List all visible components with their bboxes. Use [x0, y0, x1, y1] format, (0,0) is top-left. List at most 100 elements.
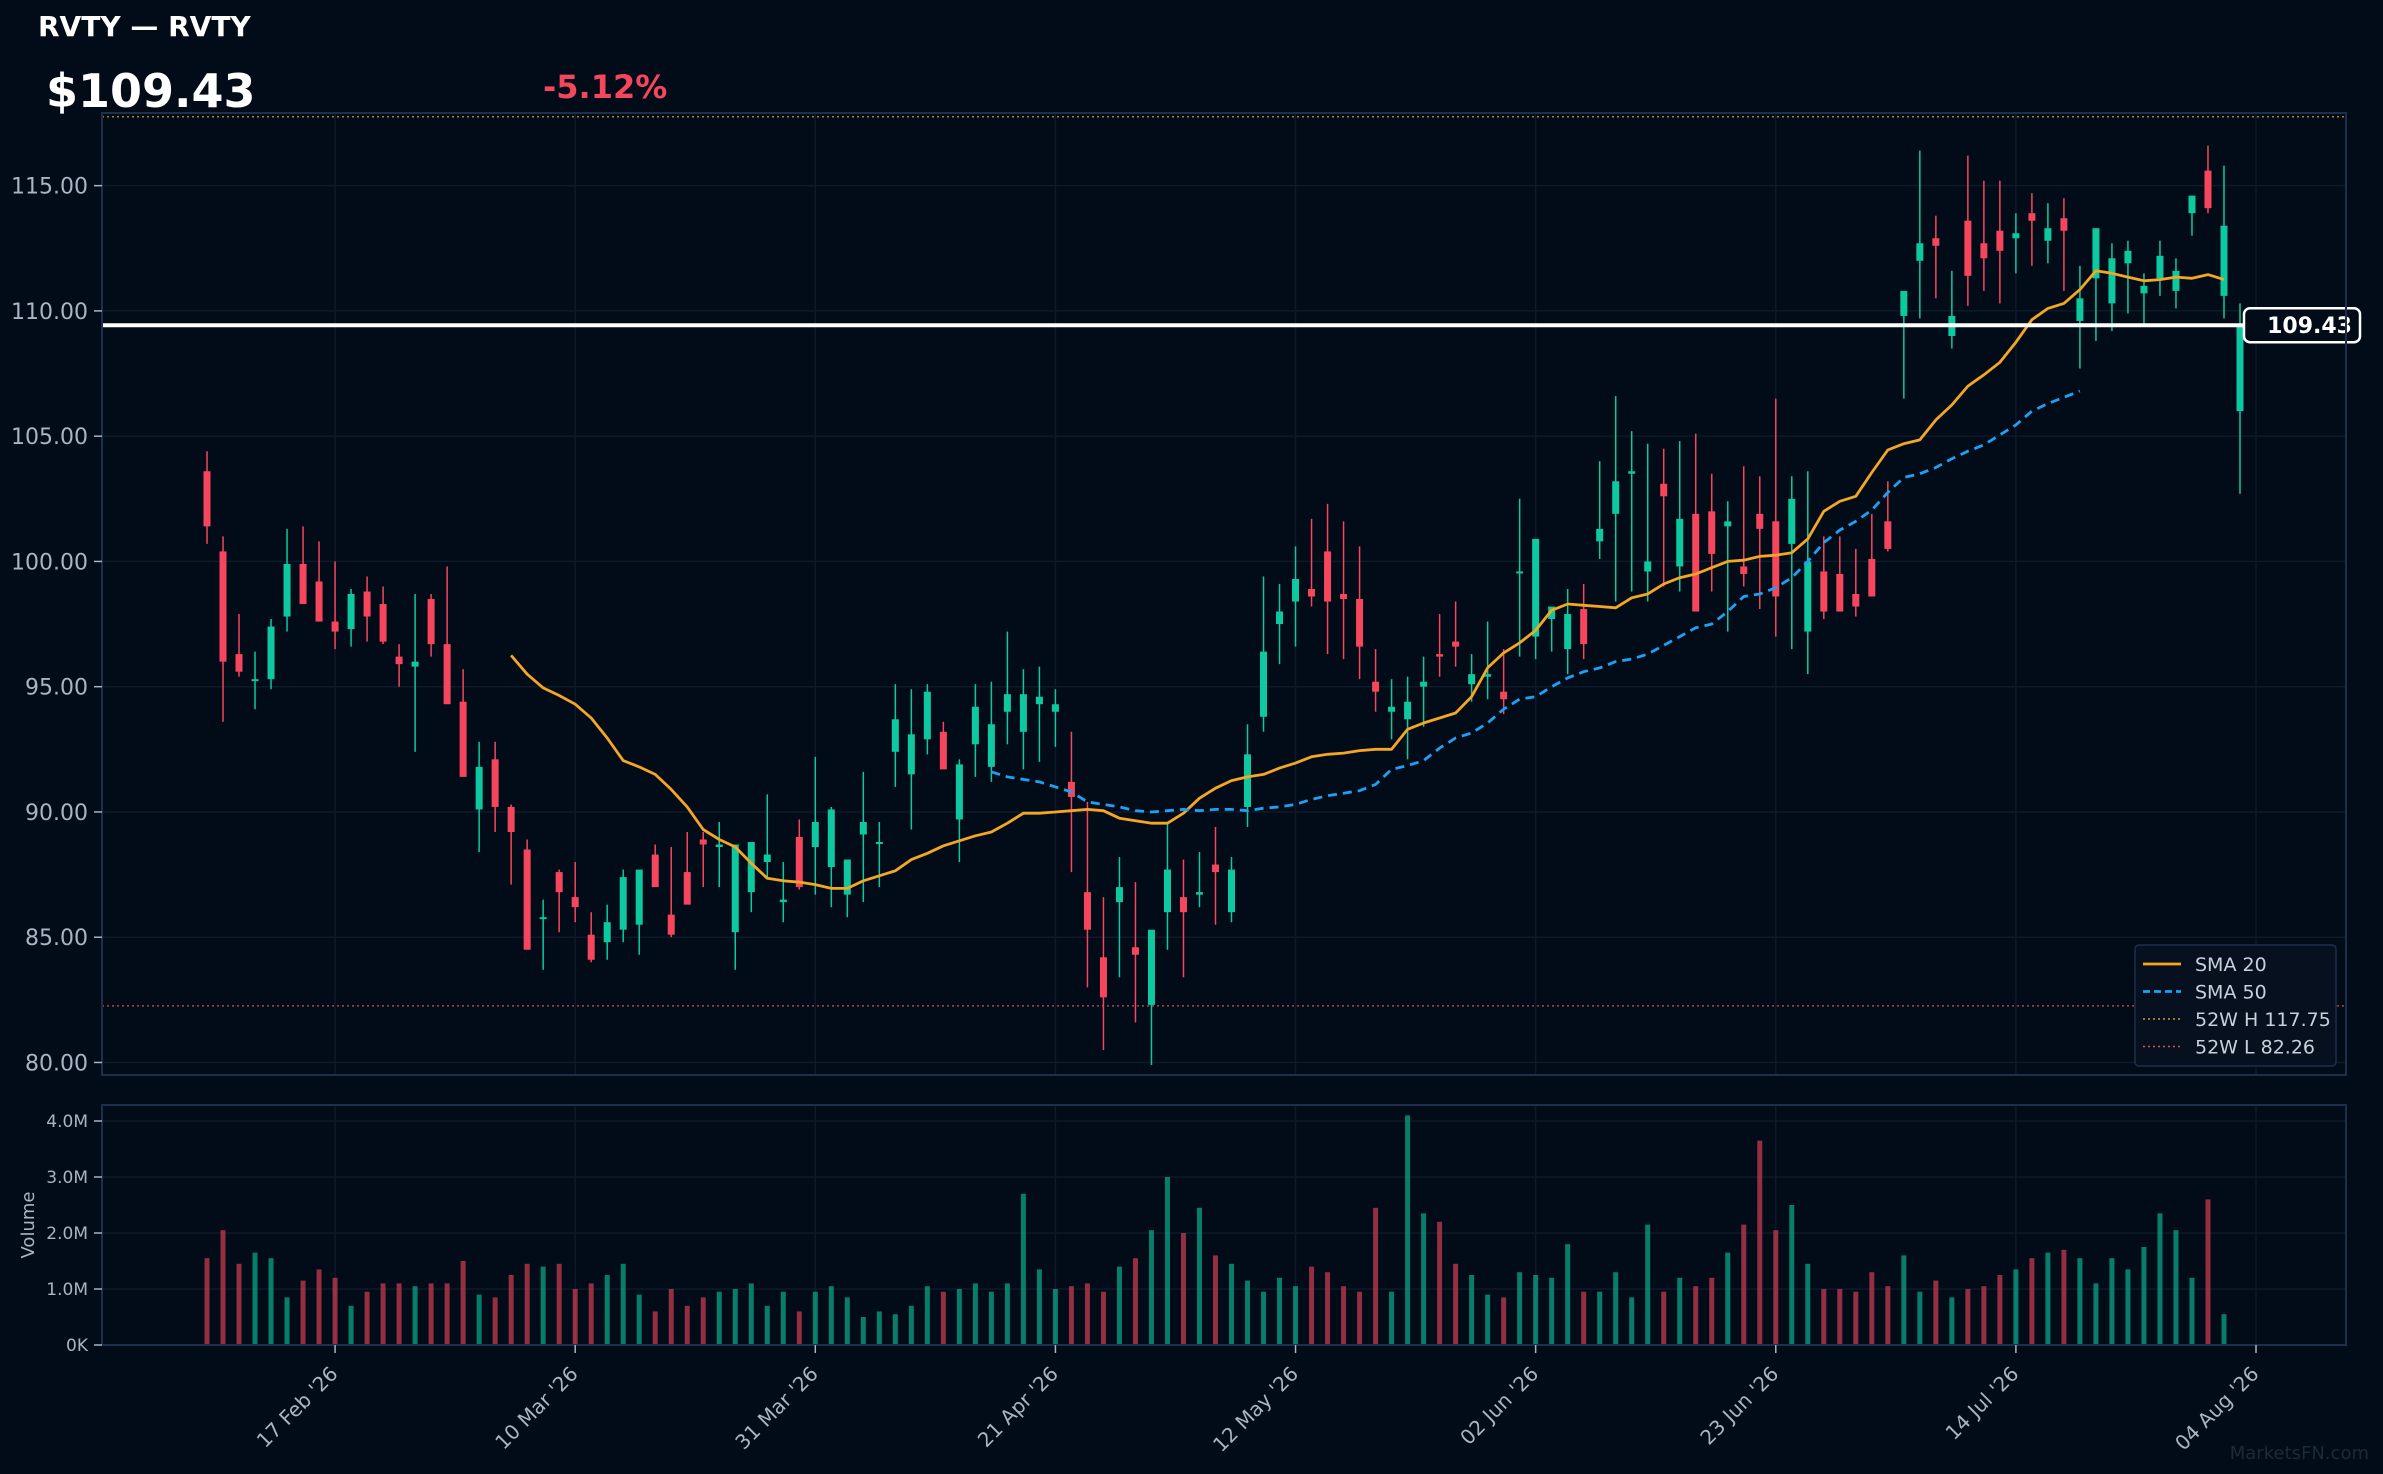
candle-body [1628, 471, 1636, 474]
volume-bar [748, 1283, 754, 1345]
legend-label: SMA 20 [2195, 954, 2267, 976]
candle-body [299, 563, 307, 605]
volume-bar [492, 1297, 498, 1345]
volume-bar [876, 1311, 882, 1345]
volume-bar [2029, 1258, 2035, 1345]
volume-bar [1084, 1283, 1090, 1345]
legend-label: 52W H 117.75 [2195, 1009, 2331, 1031]
date-tick-label: 12 May '26 [1208, 1362, 1303, 1457]
volume-bar [284, 1297, 290, 1345]
price-axis: 80.00 85.00 90.00 95.00 100.00 105.00 110.00 11… [11, 175, 102, 1076]
volume-bar [1997, 1275, 2003, 1345]
volume-panel-frame [101, 1104, 2347, 1346]
candle-body [315, 581, 323, 622]
volume-bar [892, 1314, 898, 1345]
volume-bar [1261, 1291, 1267, 1345]
date-tick-label: 02 Jun '26 [1455, 1362, 1543, 1450]
candle-body [1708, 511, 1716, 554]
sma50-line [990, 389, 2081, 814]
candle-body [507, 806, 515, 832]
volume-bar [716, 1291, 722, 1345]
candle-body [603, 922, 611, 943]
volume-bar [1501, 1297, 1507, 1345]
candle-body [1836, 573, 1844, 612]
volume-bar [1949, 1297, 1955, 1345]
volume-bar [524, 1263, 530, 1345]
candle-body [1692, 513, 1700, 612]
candle-body [203, 471, 211, 527]
volume-bar [668, 1289, 674, 1345]
candle-body [1468, 674, 1476, 685]
volume-bar [1613, 1272, 1619, 1345]
sma20-line [510, 269, 2225, 890]
candle-body [1051, 704, 1059, 712]
volume-bar [652, 1311, 658, 1345]
volume-bar [460, 1261, 466, 1345]
candle-body [1964, 220, 1972, 276]
candle-body [1179, 897, 1187, 913]
volume-bar [1677, 1277, 1683, 1345]
candle-body [1211, 864, 1219, 873]
volume-bar [604, 1275, 610, 1345]
volume-bar [1245, 1280, 1251, 1345]
volume-bar [412, 1286, 418, 1345]
candle-body [1340, 594, 1348, 600]
volume-bar [1549, 1277, 1555, 1345]
candle-body [907, 734, 915, 775]
candle-body [891, 719, 899, 752]
volume-bar [332, 1277, 338, 1345]
candle-body [1820, 571, 1828, 612]
candle-body [1083, 892, 1091, 930]
candle-body [1131, 947, 1139, 955]
candle-body [2012, 233, 2020, 239]
candle-body [1788, 498, 1796, 544]
volume-bar [1148, 1230, 1154, 1345]
legend-label: SMA 50 [2195, 982, 2267, 1004]
candle-body [1980, 243, 1988, 259]
candle-body [1292, 578, 1300, 602]
candle-body [1644, 561, 1652, 572]
current-price: $109.43 [46, 64, 256, 118]
volume-bar [1773, 1230, 1779, 1345]
candle-body [1996, 230, 2004, 251]
volume-axis-title: Volume [18, 1192, 39, 1259]
volume-bar [1196, 1207, 1202, 1345]
volume-bar [1901, 1255, 1907, 1345]
candle-body [1932, 238, 1940, 246]
candle-body [1484, 674, 1492, 677]
volume-bar [1917, 1291, 1923, 1345]
candle-body [475, 766, 483, 810]
candle-body [1516, 571, 1524, 574]
volume-bar [1805, 1263, 1811, 1345]
date-tick-label: 17 Feb '26 [252, 1362, 343, 1453]
candle-body [1724, 521, 1732, 527]
candle-body [1372, 681, 1380, 692]
candle-body [1035, 696, 1043, 705]
candle-body [1308, 588, 1316, 597]
candle-body [555, 872, 563, 893]
price-tick-label: 100.00 [11, 550, 88, 575]
price-tick-label: 80.00 [25, 1051, 88, 1076]
volume-bar [2173, 1230, 2179, 1345]
legend-box [2134, 944, 2337, 1067]
candle-body [635, 869, 643, 925]
candle-body [1548, 606, 1556, 620]
volume-bar [684, 1305, 690, 1345]
candle-body [2220, 225, 2228, 296]
volume-bar [1469, 1275, 1475, 1345]
candle-body [1740, 566, 1748, 574]
legend-label: 52W L 82.26 [2195, 1037, 2315, 1059]
candle-body [1019, 694, 1027, 732]
candle-body [2188, 195, 2196, 214]
volume-bar [1116, 1266, 1122, 1345]
volume-bar [764, 1305, 770, 1345]
date-tick-label: 23 Jun '26 [1695, 1362, 1783, 1450]
volume-axis: 0K 1.0M 2.0M 3.0M 4.0M Volume [18, 1112, 102, 1356]
volume-bar [364, 1291, 370, 1345]
candle-body [699, 839, 707, 845]
candle-body [1884, 521, 1892, 549]
volume-bar [1485, 1294, 1491, 1345]
volume-bar [700, 1297, 706, 1345]
volume-tick-label: 1.0M [46, 1280, 88, 1300]
volume-bar [220, 1230, 226, 1345]
